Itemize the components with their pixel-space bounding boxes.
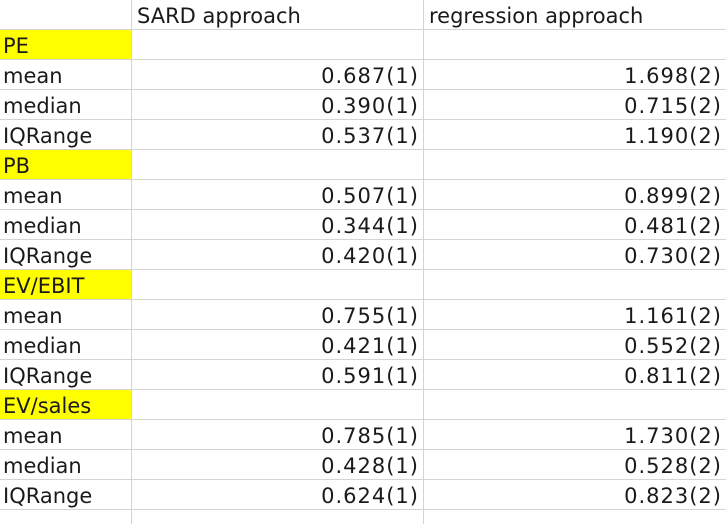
stat-label-cell[interactable]: median <box>3 454 82 478</box>
stat-label-cell[interactable]: median <box>3 334 82 358</box>
column-divider <box>423 0 424 524</box>
sard-value-cell[interactable]: 0.591(1) <box>321 364 419 388</box>
empty-cell[interactable] <box>132 390 423 419</box>
regression-value-cell[interactable]: 0.528(2) <box>624 454 722 478</box>
header-cell-regression[interactable]: regression approach <box>429 4 644 28</box>
empty-cell[interactable] <box>424 150 726 179</box>
header-row: SARD approach regression approach <box>0 0 726 30</box>
stat-label-cell[interactable]: mean <box>3 304 63 328</box>
empty-cell[interactable] <box>424 390 726 419</box>
sard-value-cell[interactable]: 0.755(1) <box>321 304 419 328</box>
table-row: IQRange 0.537(1) 1.190(2) <box>0 120 726 150</box>
group-row-ev-sales: EV/sales <box>0 390 726 420</box>
table-row: median 0.428(1) 0.528(2) <box>0 450 726 480</box>
header-cell-label[interactable] <box>0 0 131 29</box>
group-row-pe: PE <box>0 30 726 60</box>
group-label-cell[interactable]: PE <box>0 30 131 59</box>
sard-value-cell[interactable]: 0.344(1) <box>321 214 419 238</box>
table-row: median 0.390(1) 0.715(2) <box>0 90 726 120</box>
regression-value-cell[interactable]: 1.698(2) <box>624 64 722 88</box>
regression-value-cell[interactable]: 1.190(2) <box>624 124 722 148</box>
group-row-pb: PB <box>0 150 726 180</box>
empty-cell[interactable] <box>424 30 726 59</box>
table-row: IQRange 0.420(1) 0.730(2) <box>0 240 726 270</box>
regression-value-cell[interactable]: 0.730(2) <box>624 244 722 268</box>
regression-value-cell[interactable]: 1.730(2) <box>624 424 722 448</box>
table-row: mean 0.687(1) 1.698(2) <box>0 60 726 90</box>
table-row: IQRange 0.624(1) 0.823(2) <box>0 480 726 510</box>
sard-value-cell[interactable]: 0.420(1) <box>321 244 419 268</box>
stat-label-cell[interactable]: IQRange <box>3 124 93 148</box>
group-row-ev-ebit: EV/EBIT <box>0 270 726 300</box>
empty-cell[interactable] <box>132 150 423 179</box>
regression-value-cell[interactable]: 0.811(2) <box>624 364 722 388</box>
stat-label-cell[interactable]: IQRange <box>3 364 93 388</box>
stat-label-cell[interactable]: median <box>3 94 82 118</box>
empty-cell[interactable] <box>424 270 726 299</box>
stat-label-cell[interactable]: IQRange <box>3 244 93 268</box>
sard-value-cell[interactable]: 0.785(1) <box>321 424 419 448</box>
empty-cell[interactable] <box>132 270 423 299</box>
table-row: median 0.421(1) 0.552(2) <box>0 330 726 360</box>
group-label-cell[interactable]: EV/sales <box>0 390 131 419</box>
regression-value-cell[interactable]: 1.161(2) <box>624 304 722 328</box>
regression-value-cell[interactable]: 0.715(2) <box>624 94 722 118</box>
column-divider <box>131 0 132 524</box>
stat-label-cell[interactable]: IQRange <box>3 484 93 508</box>
sard-value-cell[interactable]: 0.507(1) <box>321 184 419 208</box>
regression-value-cell[interactable]: 0.552(2) <box>624 334 722 358</box>
empty-cell[interactable] <box>132 30 423 59</box>
regression-value-cell[interactable]: 0.823(2) <box>624 484 722 508</box>
sard-value-cell[interactable]: 0.687(1) <box>321 64 419 88</box>
sard-value-cell[interactable]: 0.390(1) <box>321 94 419 118</box>
sard-value-cell[interactable]: 0.537(1) <box>321 124 419 148</box>
regression-value-cell[interactable]: 0.481(2) <box>624 214 722 238</box>
stat-label-cell[interactable]: mean <box>3 184 63 208</box>
table-row: mean 0.755(1) 1.161(2) <box>0 300 726 330</box>
sard-value-cell[interactable]: 0.428(1) <box>321 454 419 478</box>
table-row: mean 0.507(1) 0.899(2) <box>0 180 726 210</box>
sard-value-cell[interactable]: 0.624(1) <box>321 484 419 508</box>
group-label-cell[interactable]: PB <box>0 150 131 179</box>
stat-label-cell[interactable]: median <box>3 214 82 238</box>
table-row: IQRange 0.591(1) 0.811(2) <box>0 360 726 390</box>
regression-value-cell[interactable]: 0.899(2) <box>624 184 722 208</box>
sard-value-cell[interactable]: 0.421(1) <box>321 334 419 358</box>
stat-label-cell[interactable]: mean <box>3 64 63 88</box>
stat-label-cell[interactable]: mean <box>3 424 63 448</box>
table-row: mean 0.785(1) 1.730(2) <box>0 420 726 450</box>
group-label-cell[interactable]: EV/EBIT <box>0 270 131 299</box>
header-cell-sard[interactable]: SARD approach <box>137 4 301 28</box>
table-row: median 0.344(1) 0.481(2) <box>0 210 726 240</box>
